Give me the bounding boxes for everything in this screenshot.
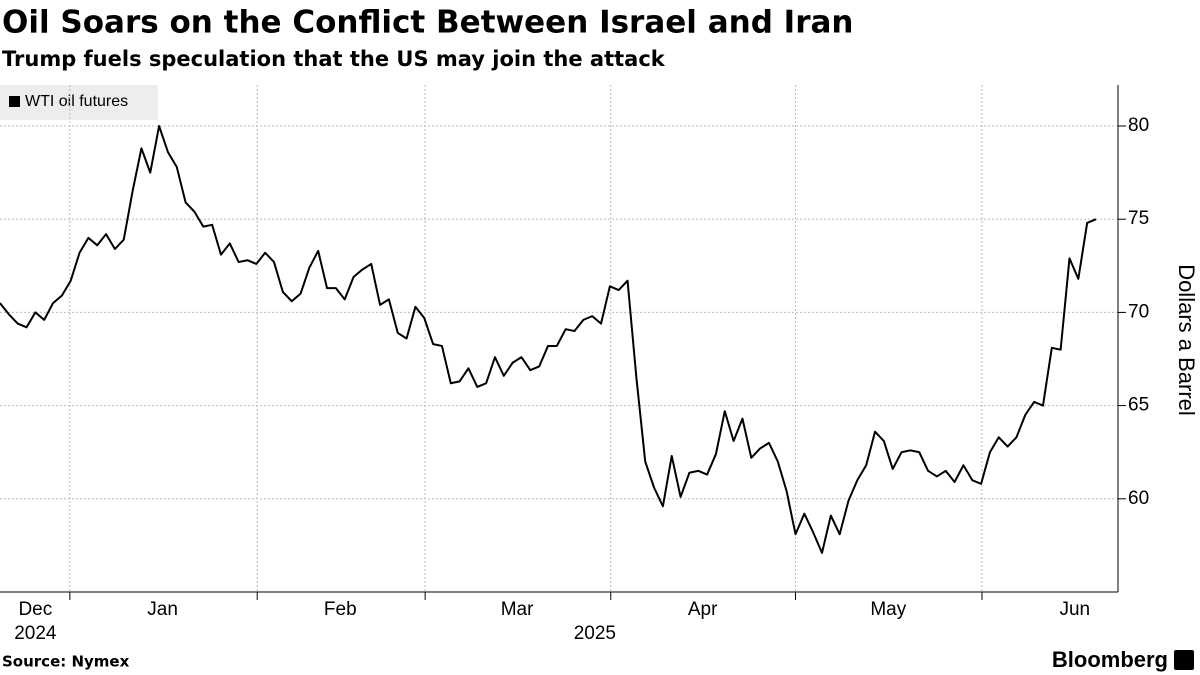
x-tick-label: Jun <box>1059 599 1090 620</box>
line-series <box>0 125 1097 554</box>
y-tick-label: 80 <box>1128 115 1149 136</box>
legend-swatch <box>9 96 20 107</box>
x-tick-label: Mar <box>501 599 534 620</box>
y-tick-label: 75 <box>1128 208 1149 229</box>
x-tick-label: May <box>870 599 906 620</box>
brand-icon <box>1174 650 1194 670</box>
x-tick-label: Dec <box>18 599 52 620</box>
y-tick-label: 70 <box>1128 301 1149 322</box>
chart-subtitle: Trump fuels speculation that the US may … <box>2 47 666 71</box>
x-tick-label: Jan <box>147 599 178 620</box>
y-tick-label: 65 <box>1128 395 1149 416</box>
source: Source: Nymex <box>2 653 130 671</box>
brand: Bloomberg <box>1052 647 1168 672</box>
y-tick-label: 60 <box>1128 488 1149 509</box>
chart-title: Oil Soars on the Conflict Between Israel… <box>2 5 854 41</box>
y-axis-label: Dollars a Barrel <box>1174 264 1199 416</box>
year-label: 2024 <box>14 623 57 644</box>
legend-label: WTI oil futures <box>25 93 128 110</box>
year-label: 2025 <box>574 623 616 644</box>
x-tick-label: Apr <box>688 599 718 620</box>
legend-box <box>0 85 158 120</box>
x-tick-label: Feb <box>324 599 357 620</box>
